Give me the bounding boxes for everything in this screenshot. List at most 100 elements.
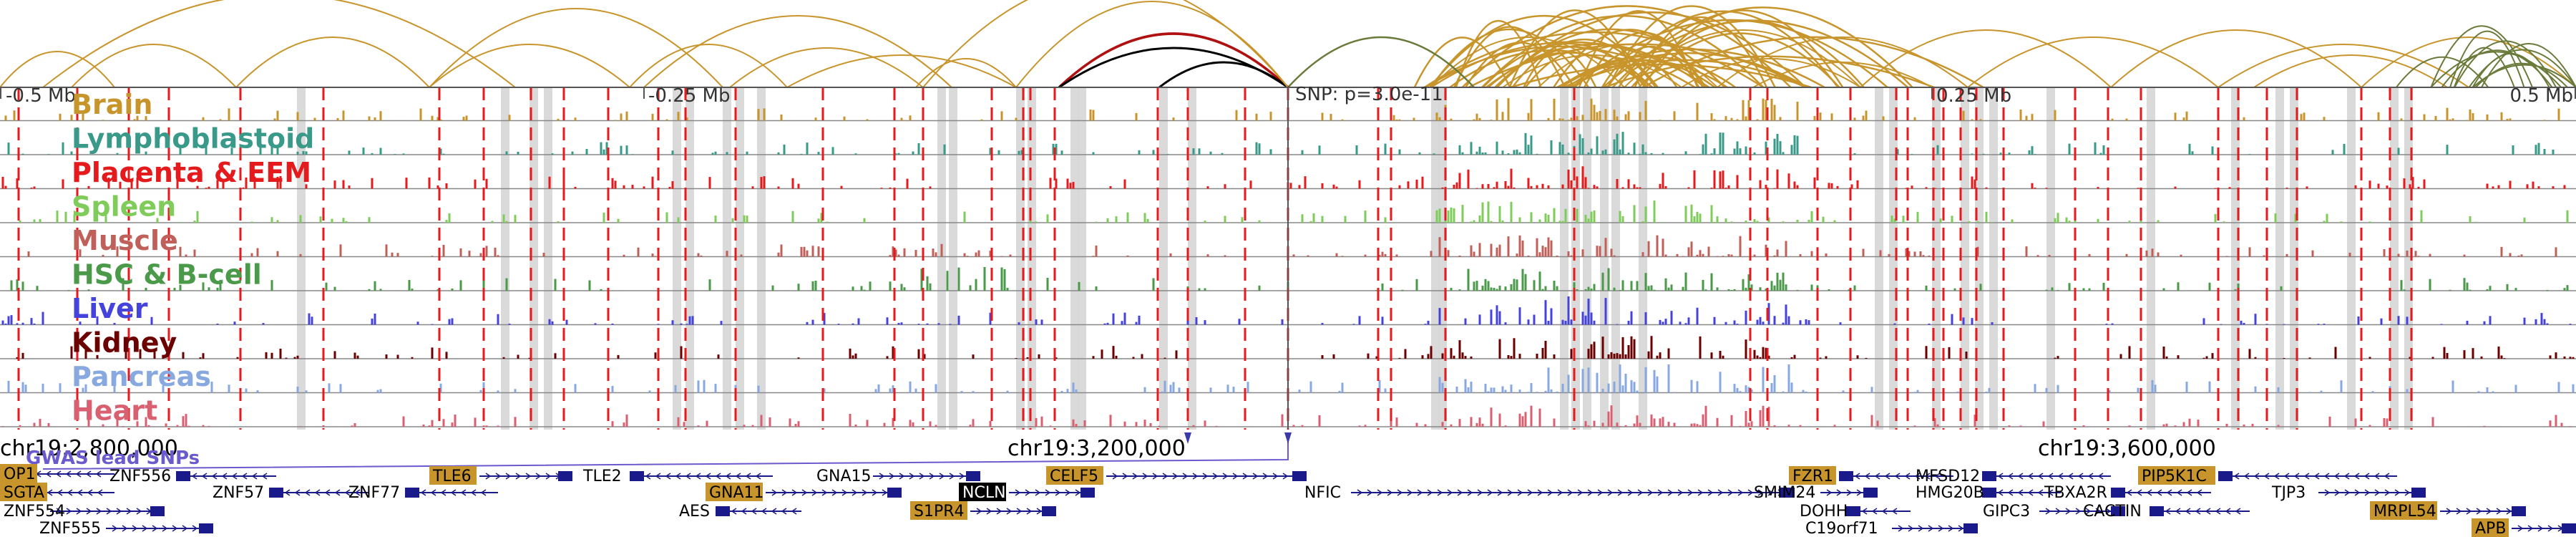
interaction-arc bbox=[2110, 29, 2362, 88]
gene-s1pr4: S1PR4 bbox=[910, 501, 1056, 521]
interaction-arc bbox=[1569, 52, 1808, 89]
gene-apb: APB bbox=[2472, 518, 2576, 537]
interaction-arc bbox=[1461, 5, 1792, 88]
interaction-arc bbox=[1430, 28, 1590, 88]
interaction-arc bbox=[2441, 49, 2553, 88]
grey-band bbox=[736, 87, 744, 430]
interaction-arc bbox=[0, 51, 115, 88]
gene-hmg20b: HMG20B bbox=[1916, 484, 2061, 502]
gene-cactin: CACTIN bbox=[2083, 503, 2250, 521]
gene-smim24: SMIM24 bbox=[1754, 484, 1878, 502]
track-label: HSC & B-cell bbox=[72, 259, 262, 291]
position-axis: SNP: p=3.0e-11 -0.5 Mb -0.25 Mb 0.25 Mb 0.5… bbox=[0, 84, 2576, 430]
grey-band bbox=[2347, 87, 2356, 430]
coordinate-label-1: chr19:2,800,000 bbox=[0, 436, 178, 461]
gene-gipc3: GIPC3 bbox=[1983, 503, 2125, 521]
gene-op1: OP1 bbox=[0, 464, 114, 483]
interaction-arc bbox=[2253, 54, 2448, 88]
gene-label-box bbox=[1789, 466, 1836, 485]
gene-label: GIPC3 bbox=[1983, 503, 2030, 521]
gene-nfic: NFIC bbox=[1304, 484, 1795, 502]
interaction-arc bbox=[1524, 47, 1646, 88]
interaction-arc bbox=[2454, 40, 2557, 88]
grey-band bbox=[1989, 87, 1998, 430]
track-label: Lymphoblastoid bbox=[72, 123, 314, 155]
track-signal bbox=[1, 166, 2566, 189]
grey-band bbox=[1600, 87, 1609, 430]
gene-znf555: ZNF555 bbox=[39, 520, 213, 537]
gene-label: MFSD12 bbox=[1916, 468, 1980, 485]
gene-gna11: GNA11 bbox=[706, 483, 902, 502]
interaction-arc bbox=[1465, 42, 1576, 88]
track-label: Spleen bbox=[72, 191, 176, 223]
interaction-arc bbox=[2218, 44, 2469, 88]
gene-label-box bbox=[429, 466, 477, 485]
gene-label: ZNF57 bbox=[213, 484, 264, 502]
snp-label: SNP: p=3.0e-11 bbox=[1295, 84, 1443, 105]
track-label: Muscle bbox=[72, 225, 178, 256]
interaction-arc bbox=[1158, 61, 1289, 89]
interaction-arc bbox=[1058, 32, 1289, 89]
gene-label: MRPL54 bbox=[2373, 503, 2436, 521]
gene-label: SGTA bbox=[4, 484, 44, 502]
grey-band bbox=[937, 87, 946, 430]
red-highlight-lines bbox=[17, 87, 2413, 430]
interaction-arc bbox=[729, 47, 924, 88]
gene-c19orf71: C19orf71 bbox=[1805, 520, 1978, 537]
axis-tick-label: 0.25 Mb bbox=[1936, 85, 2011, 107]
gene-label: SMIM24 bbox=[1754, 484, 1815, 502]
gene-tbxa2r: TBXA2R bbox=[2044, 484, 2211, 502]
gene-label-box bbox=[706, 483, 763, 501]
grey-band bbox=[1583, 87, 1591, 430]
gene-label: TLE6 bbox=[432, 468, 472, 485]
gene-label-box bbox=[2472, 518, 2509, 537]
interaction-arc bbox=[1430, 41, 1710, 89]
interaction-arc bbox=[42, 0, 516, 88]
gene-gna15: GNA15 bbox=[816, 468, 980, 485]
grey-band bbox=[686, 87, 694, 430]
grey-band bbox=[723, 87, 731, 430]
gene-label: FZR1 bbox=[1792, 468, 1833, 485]
gene-fzr1: FZR1 bbox=[1789, 466, 1953, 485]
gene-ncln: NCLN bbox=[959, 483, 1095, 502]
grey-band bbox=[2147, 87, 2155, 430]
interaction-arc bbox=[629, 44, 788, 88]
gene-label: C19orf71 bbox=[1805, 520, 1878, 537]
interaction-arc bbox=[1967, 37, 2219, 88]
grey-band bbox=[949, 87, 957, 430]
track-signal bbox=[4, 98, 2560, 121]
track-signal bbox=[16, 336, 2575, 359]
gene-label: TLE2 bbox=[582, 468, 622, 485]
gene-label: ZNF77 bbox=[348, 484, 400, 502]
gene-tjp3: TJP3 bbox=[2271, 484, 2426, 502]
grey-band bbox=[297, 87, 306, 430]
gwas-snp-marker-2 bbox=[1284, 432, 1292, 444]
interaction-arc bbox=[1602, 19, 1908, 88]
interaction-arc bbox=[915, 58, 1017, 88]
interaction-arc bbox=[1578, 10, 1699, 88]
gene-label-box bbox=[0, 483, 47, 501]
track-signal bbox=[19, 200, 2569, 223]
interaction-arc bbox=[2361, 37, 2576, 88]
gene-label: GNA11 bbox=[709, 484, 764, 502]
gene-annotation-area: chr19:2,800,000 chr19:3,200,000 chr19:3,… bbox=[0, 432, 2216, 470]
grey-band bbox=[1078, 87, 1086, 430]
grey-band bbox=[1560, 87, 1568, 430]
gene-label-box bbox=[959, 483, 1006, 501]
track-signal bbox=[10, 266, 2569, 291]
interaction-arc bbox=[2453, 47, 2515, 88]
gwas-snp-marker-1 bbox=[1184, 432, 1191, 444]
grey-band bbox=[2390, 87, 2399, 430]
gene-label: TBXA2R bbox=[2044, 484, 2107, 502]
interaction-arc bbox=[429, 8, 723, 88]
interaction-arc bbox=[1860, 29, 2112, 88]
interaction-arc bbox=[235, 37, 430, 88]
track-label: Brain bbox=[72, 89, 152, 120]
gene-label-box bbox=[0, 464, 37, 483]
grey-band bbox=[1431, 87, 1440, 430]
interaction-arc bbox=[429, 44, 630, 88]
interaction-arc bbox=[2430, 25, 2533, 88]
coordinate-label-3: chr19:3,600,000 bbox=[2038, 436, 2216, 461]
gene-label: ZNF554 bbox=[4, 503, 65, 521]
gene-label: ZNF555 bbox=[39, 520, 101, 537]
